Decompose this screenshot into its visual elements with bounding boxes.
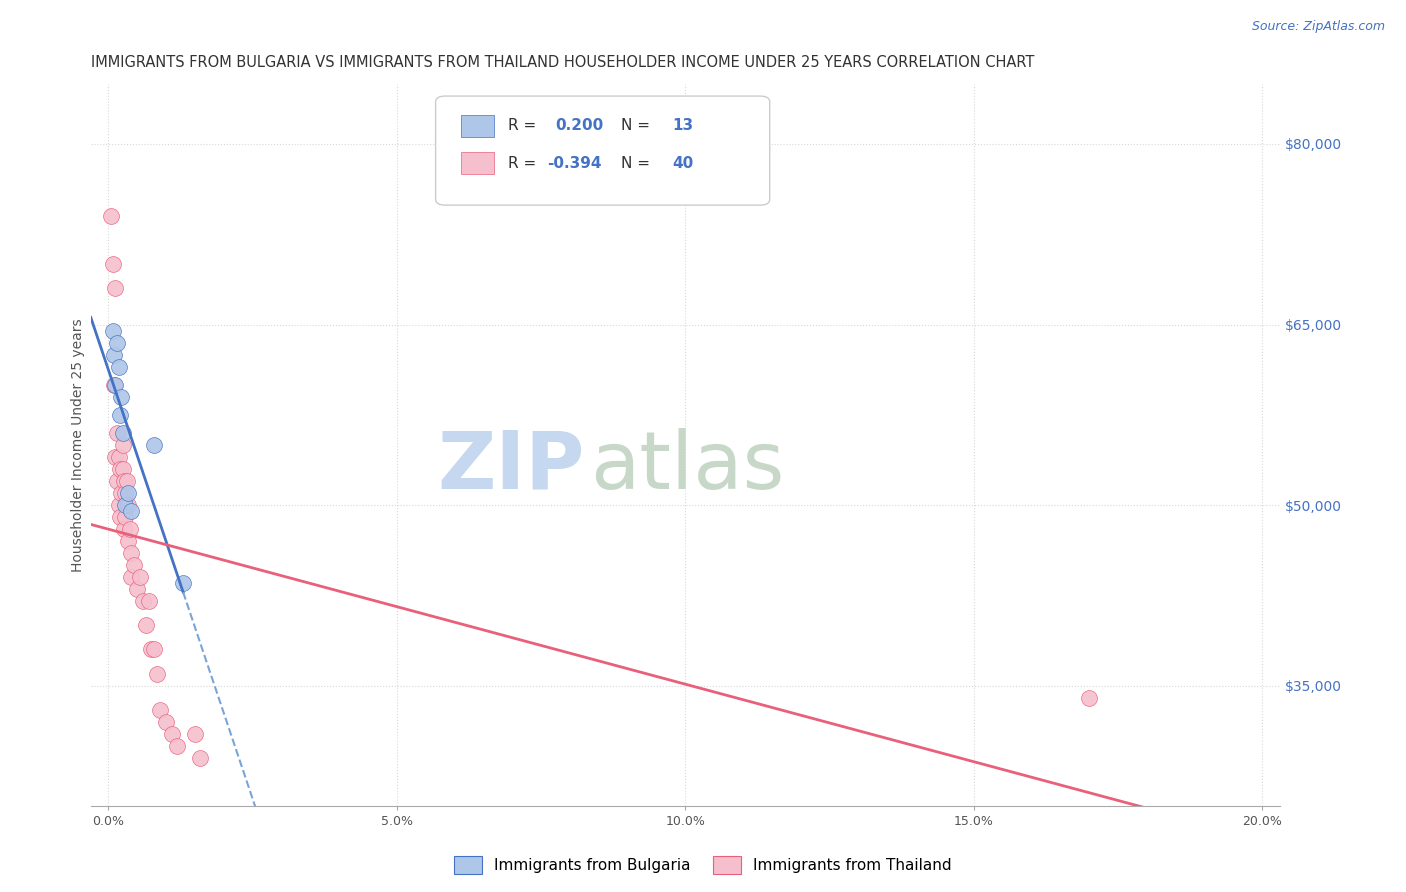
Point	[143, 438, 166, 452]
Point	[1078, 690, 1101, 705]
Point	[125, 582, 148, 597]
FancyBboxPatch shape	[461, 153, 494, 174]
Point	[128, 570, 150, 584]
Point	[117, 498, 139, 512]
Point	[100, 209, 122, 223]
Point	[138, 594, 160, 608]
Point	[110, 390, 132, 404]
Point	[101, 257, 124, 271]
Point	[135, 618, 157, 632]
Point	[118, 522, 141, 536]
Point	[155, 714, 177, 729]
Point	[105, 425, 128, 440]
Point	[166, 739, 188, 753]
Point	[114, 498, 136, 512]
Point	[108, 510, 131, 524]
Point	[110, 486, 132, 500]
Point	[120, 504, 142, 518]
Point	[141, 642, 163, 657]
Text: IMMIGRANTS FROM BULGARIA VS IMMIGRANTS FROM THAILAND HOUSEHOLDER INCOME UNDER 25: IMMIGRANTS FROM BULGARIA VS IMMIGRANTS F…	[91, 55, 1035, 70]
Text: R =: R =	[508, 156, 541, 170]
Point	[111, 425, 134, 440]
Y-axis label: Householder Income Under 25 years: Householder Income Under 25 years	[72, 318, 86, 572]
Text: -0.394: -0.394	[547, 156, 602, 170]
Point	[117, 534, 139, 549]
Point	[103, 348, 125, 362]
Point	[111, 462, 134, 476]
Point	[114, 510, 136, 524]
Point	[108, 462, 131, 476]
Text: ZIP: ZIP	[437, 427, 585, 506]
Point	[115, 474, 138, 488]
FancyBboxPatch shape	[461, 115, 494, 136]
Point	[111, 438, 134, 452]
Text: R =: R =	[508, 118, 541, 133]
Point	[107, 450, 129, 464]
Point	[120, 546, 142, 560]
Point	[149, 703, 172, 717]
Point	[120, 570, 142, 584]
Point	[172, 576, 194, 591]
Point	[112, 522, 135, 536]
Text: 0.200: 0.200	[555, 118, 605, 133]
Point	[104, 450, 127, 464]
Point	[105, 335, 128, 350]
Point	[103, 377, 125, 392]
Point	[183, 727, 205, 741]
FancyBboxPatch shape	[436, 96, 769, 205]
Point	[143, 642, 166, 657]
Point	[160, 727, 183, 741]
Point	[107, 359, 129, 374]
Text: atlas: atlas	[591, 427, 785, 506]
Legend: Immigrants from Bulgaria, Immigrants from Thailand: Immigrants from Bulgaria, Immigrants fro…	[449, 850, 957, 880]
Point	[104, 377, 127, 392]
Point	[117, 486, 139, 500]
Point	[101, 324, 124, 338]
Point	[108, 408, 131, 422]
Text: N =: N =	[621, 118, 655, 133]
Point	[146, 666, 169, 681]
Point	[190, 751, 212, 765]
Point	[104, 281, 127, 295]
Text: 13: 13	[672, 118, 693, 133]
Point	[132, 594, 155, 608]
Point	[114, 486, 136, 500]
Text: Source: ZipAtlas.com: Source: ZipAtlas.com	[1251, 20, 1385, 33]
Text: 40: 40	[672, 156, 693, 170]
Point	[112, 474, 135, 488]
Point	[105, 474, 128, 488]
Text: N =: N =	[621, 156, 655, 170]
Point	[122, 558, 145, 573]
Point	[107, 498, 129, 512]
